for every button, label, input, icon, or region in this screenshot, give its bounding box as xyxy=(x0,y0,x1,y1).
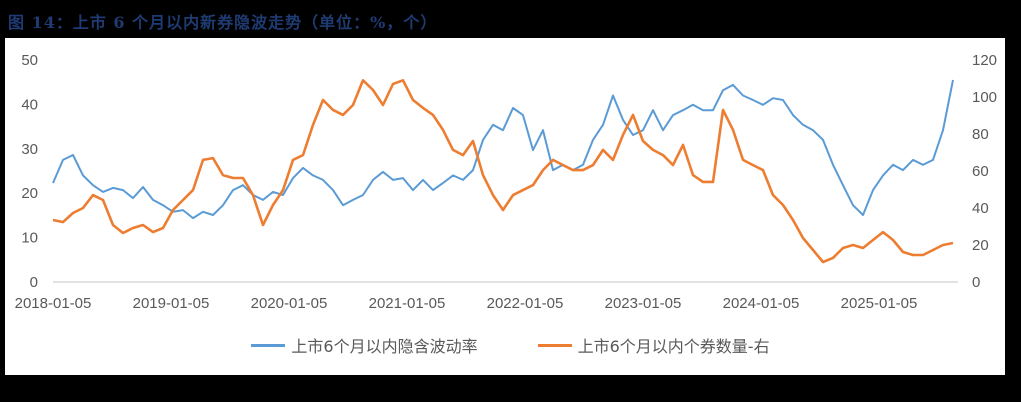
y-left-tick: 30 xyxy=(21,141,38,158)
legend-item-bond-count[interactable]: 上市6个月以内个券数量-右 xyxy=(537,330,770,360)
y-left-tick: 20 xyxy=(21,185,38,202)
x-tick: 2025-01-05 xyxy=(841,295,918,312)
chart-title: 图 14：上市 6 个月以内新券隐波走势（单位：%，个） xyxy=(8,13,438,32)
legend-swatch-orange xyxy=(537,343,572,347)
y-left-tick: 50 xyxy=(21,52,38,69)
y-left-tick: 0 xyxy=(30,274,38,291)
legend-swatch-blue xyxy=(251,343,286,347)
series-implied-vol-line xyxy=(52,79,954,220)
legend-label: 上市6个月以内隐含波动率 xyxy=(291,337,478,356)
series-bond-count-line xyxy=(52,79,954,264)
x-tick: 2018-01-05 xyxy=(15,295,92,312)
y-right-tick: 60 xyxy=(972,163,989,180)
y-left-tick: 10 xyxy=(21,230,38,247)
x-tick: 2019-01-05 xyxy=(133,295,210,312)
x-tick: 2024-01-05 xyxy=(723,295,800,312)
x-tick: 2021-01-05 xyxy=(369,295,446,312)
y-right-tick: 100 xyxy=(972,89,997,106)
y-left-tick: 40 xyxy=(21,96,38,113)
x-tick: 2022-01-05 xyxy=(487,295,564,312)
legend-item-implied-vol[interactable]: 上市6个月以内隐含波动率 xyxy=(251,330,478,360)
y-right-tick: 80 xyxy=(972,126,989,143)
x-tick: 2023-01-05 xyxy=(605,295,682,312)
y-right-tick: 0 xyxy=(972,274,980,291)
y-right-tick: 40 xyxy=(972,200,989,217)
x-tick: 2020-01-05 xyxy=(251,295,328,312)
y-right-tick: 20 xyxy=(972,237,989,254)
legend-label: 上市6个月以内个券数量-右 xyxy=(577,337,770,356)
legend: 上市6个月以内隐含波动率 上市6个月以内个券数量-右 xyxy=(0,330,1021,360)
y-right-tick: 120 xyxy=(972,52,997,69)
